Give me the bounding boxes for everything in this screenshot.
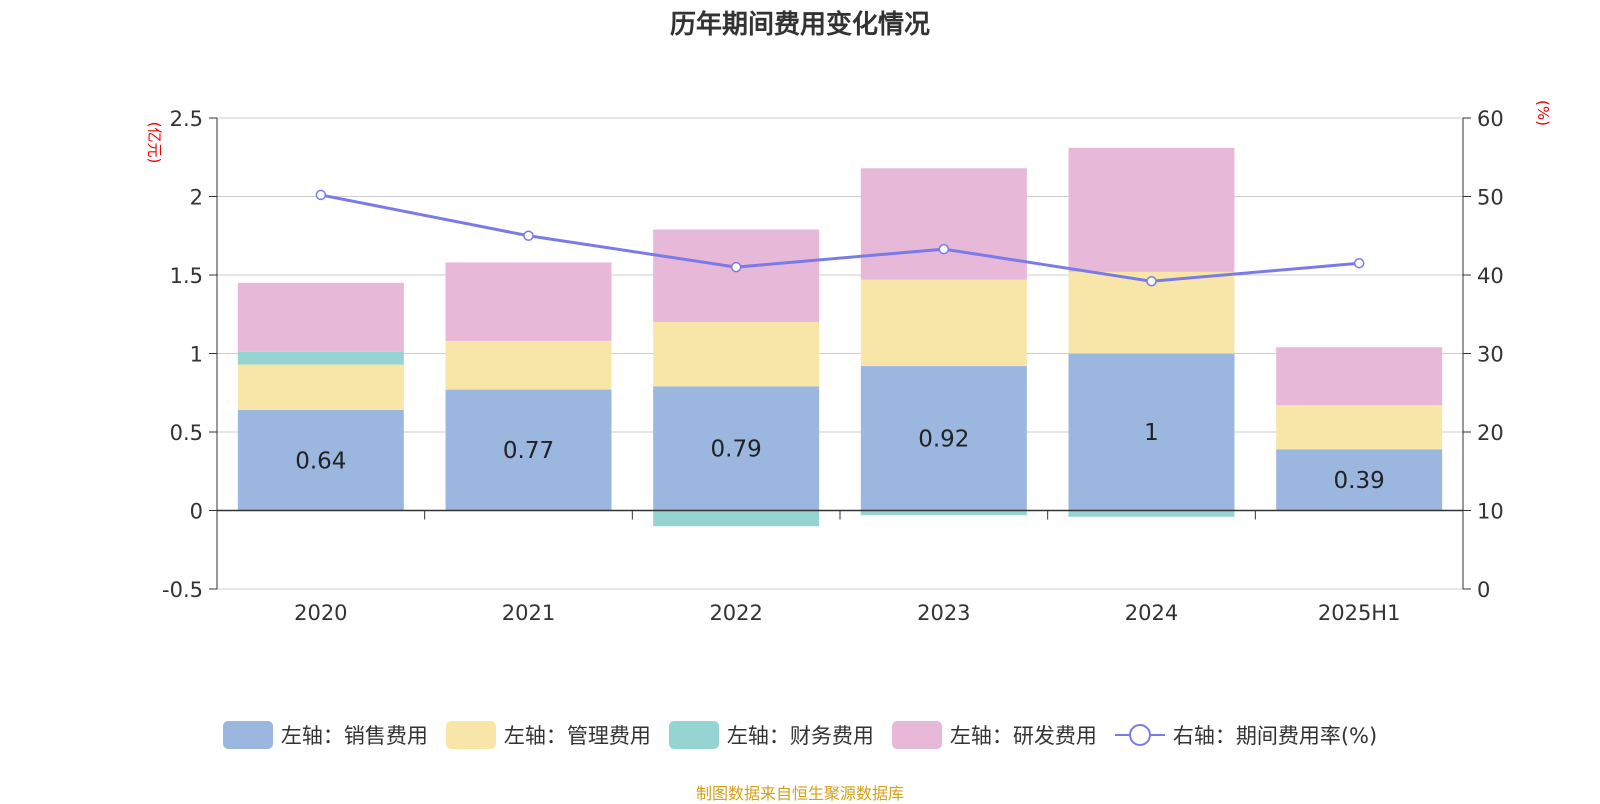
left-tick-label: 2.5 [170,107,203,131]
chart-canvas: -0.5 0 0.5 1 1.5 2 2.5 0 10 20 30 40 50 60 0.64 2020 0.7… [162,107,1504,625]
right-tick-label: 20 [1477,421,1504,445]
bar-segment-1-5 [1276,405,1443,450]
legend-item-admin[interactable]: 左轴：管理费用 [445,720,651,750]
rate-point [730,261,742,273]
bar-segment-0-2 [653,386,820,511]
rate-point [1146,276,1157,287]
legend-item-sales[interactable]: 左轴：销售费用 [222,720,428,750]
bar-data-label: 1 [1144,420,1159,446]
x-tick-label: 2025H1 [1318,601,1401,625]
bar-segment-2-4 [1068,510,1235,517]
bar-segment-0-4 [1068,353,1235,511]
bar-segment-1-0 [237,364,404,411]
bar-segment-0-5 [1276,449,1443,511]
left-tick-label: 2 [190,186,203,210]
left-tick-label: -0.5 [162,578,203,602]
bar-data-label: 0.39 [1334,468,1385,494]
bar-segment-3-5 [1276,347,1443,406]
x-tick-label: 2024 [1125,601,1178,625]
right-tick-label: 10 [1477,500,1504,524]
left-tick-label: 1 [190,343,203,367]
legend-label-admin: 左轴：管理费用 [503,724,651,748]
bar-data-label: 0.77 [503,438,554,464]
legend: 左轴：销售费用 左轴：管理费用 左轴：财务费用 左轴：研发费用 右轴：期间费用率… [0,720,1600,750]
bar-segment-1-2 [653,322,820,387]
legend-item-rd[interactable]: 左轴：研发费用 [891,720,1097,750]
right-tick-label: 40 [1477,264,1504,288]
legend-label-sales: 左轴：销售费用 [280,724,428,748]
bar-segment-3-1 [445,262,612,341]
bar-segment-0-0 [237,410,404,511]
bar-segment-2-3 [860,510,1027,516]
left-tick-label: 0.5 [170,421,203,445]
source-footer: 制图数据来自恒生聚源数据库 [695,784,904,803]
bar-data-label: 0.79 [711,436,762,462]
chart-title: 历年期间费用变化情况 [669,10,930,40]
bar-segment-1-3 [860,279,1027,367]
legend-item-rate[interactable]: 右轴：期间费用率(%) [1114,720,1378,750]
bar-segment-3-0 [237,282,404,352]
rate-point [315,189,327,201]
bar-segment-2-2 [653,510,820,527]
bar-segment-1-1 [445,340,612,390]
legend-swatch-sales [222,721,273,749]
legend-label-rd: 左轴：研发费用 [949,724,1097,748]
rate-point [1353,257,1365,269]
left-tick-label: 1.5 [170,264,203,288]
bar-data-label: 0.64 [295,448,346,474]
x-tick-label: 2021 [502,601,555,625]
x-tick-label: 2023 [917,601,970,625]
bar-segment-0-1 [445,389,612,511]
rate-point [938,243,950,255]
bar-data-label: 0.92 [918,426,969,452]
rate-point [523,230,534,241]
legend-swatch-finance [668,721,719,749]
bar-segment-3-3 [860,168,1027,280]
right-tick-label: 30 [1477,343,1504,367]
right-tick-label: 0 [1477,578,1490,602]
legend-swatch-admin [445,721,496,749]
bar-segment-3-4 [1068,147,1235,272]
bar-segment-3-2 [653,229,820,323]
legend-item-finance[interactable]: 左轴：财务费用 [668,720,874,750]
x-tick-label: 2022 [709,601,762,625]
rate-line [320,193,1360,283]
left-tick-label: 0 [190,500,203,524]
legend-label-finance: 左轴：财务费用 [726,724,874,748]
bar-segment-2-0 [237,351,404,365]
legend-line-rate-icon [1114,721,1165,749]
x-tick-label: 2020 [294,601,347,625]
legend-swatch-rd [891,721,942,749]
legend-label-rate: 右轴：期间费用率(%) [1172,724,1378,748]
right-tick-label: 50 [1477,186,1504,210]
bar-segment-0-3 [860,366,1027,511]
right-tick-label: 60 [1477,107,1504,131]
